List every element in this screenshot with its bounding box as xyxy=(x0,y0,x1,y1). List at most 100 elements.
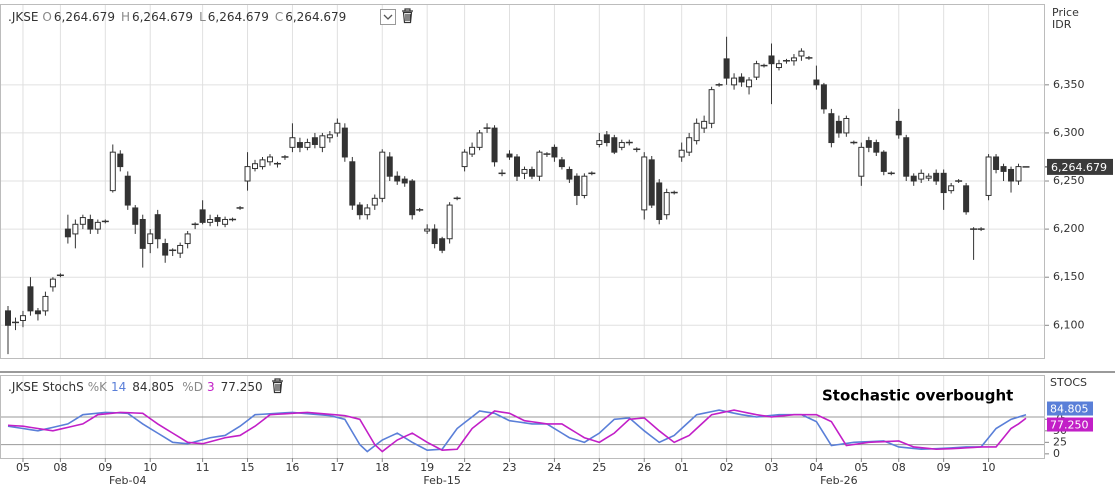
field-value: 6,264.679 xyxy=(54,10,115,24)
candle-body xyxy=(880,151,887,172)
x-tick-label: 08 xyxy=(892,461,906,474)
y-tick-label: 25 xyxy=(1053,435,1067,448)
candle-body xyxy=(828,113,835,144)
candle-body xyxy=(985,156,992,196)
candle-body xyxy=(19,315,26,321)
candle-body xyxy=(139,218,146,249)
candle-body xyxy=(963,185,970,213)
delete-stoch-button[interactable] xyxy=(272,378,283,394)
candle-body xyxy=(476,132,483,148)
value-box xyxy=(1047,417,1093,432)
x-tick-label: 01 xyxy=(675,461,689,474)
x-tick-label: 09 xyxy=(98,461,112,474)
candle-body xyxy=(521,168,528,174)
x-tick-label: 19 xyxy=(420,461,434,474)
x-tick-label: 05 xyxy=(16,461,30,474)
delete-price-button[interactable] xyxy=(402,8,413,24)
y-tick-label: 6,100 xyxy=(1053,318,1085,331)
x-tick-label: 10 xyxy=(143,461,157,474)
month-label: Feb-15 xyxy=(423,474,460,487)
x-tick-label: 11 xyxy=(196,461,210,474)
candle-body xyxy=(775,63,782,69)
candle-body xyxy=(768,55,775,65)
field-key: H xyxy=(121,10,130,24)
candle-body xyxy=(1008,168,1015,182)
value-box-label: 77.250 xyxy=(1050,419,1089,432)
candle-body xyxy=(461,151,468,168)
candle-body xyxy=(356,204,363,216)
x-tick-label: 22 xyxy=(458,461,472,474)
candle-body xyxy=(514,156,520,177)
candle-body xyxy=(656,182,663,220)
candle-body xyxy=(536,151,543,177)
candle-body xyxy=(401,178,408,184)
field-key: O xyxy=(42,10,51,24)
candle-body xyxy=(641,156,648,211)
candle-body xyxy=(72,223,79,235)
candle-body xyxy=(940,172,947,194)
trash-icon xyxy=(402,8,413,24)
candle-body xyxy=(581,175,588,196)
stoch-header: .JKSE StochS %K 14 84.805 %D 3 77.250 xyxy=(8,380,263,394)
candle-body xyxy=(319,135,326,148)
candle-body xyxy=(79,217,86,225)
collapse-button[interactable] xyxy=(380,9,396,25)
candle-body xyxy=(446,204,453,240)
candle-body xyxy=(199,209,206,223)
candle-body xyxy=(918,172,925,180)
candle-body xyxy=(132,207,139,225)
candle-body xyxy=(731,77,738,86)
candle-body xyxy=(252,163,259,170)
y-tick-label: 6,250 xyxy=(1053,174,1085,187)
candle-body xyxy=(326,134,333,139)
candle-body xyxy=(379,151,386,199)
x-tick-label: 17 xyxy=(330,461,344,474)
candle-body xyxy=(723,58,730,79)
d-period: 3 xyxy=(207,380,215,394)
last-price-label: 6,264.679 xyxy=(1051,161,1107,174)
candle-body xyxy=(27,286,34,312)
candle-body xyxy=(910,175,917,182)
y-tick-label: 6,150 xyxy=(1053,270,1085,283)
candle-body xyxy=(858,146,865,177)
candle-body xyxy=(162,243,169,256)
candle-body xyxy=(289,137,296,148)
candle-body xyxy=(431,228,438,245)
candle-body xyxy=(708,89,715,124)
candle-body xyxy=(566,168,573,180)
candle-body xyxy=(663,192,670,216)
symbol: .JKSE xyxy=(8,10,38,24)
series-name: %K xyxy=(88,380,108,394)
candle-body xyxy=(207,218,214,223)
candle-body xyxy=(386,156,393,177)
candle-body xyxy=(349,161,356,206)
y-axis-title: Price xyxy=(1052,6,1079,19)
candle-body xyxy=(611,137,618,153)
candle-body xyxy=(34,310,41,315)
candle-body xyxy=(701,120,708,129)
candle-body xyxy=(371,197,378,206)
x-tick-label: 05 xyxy=(854,461,868,474)
candle-body xyxy=(798,50,805,57)
candle-body xyxy=(506,153,513,158)
x-tick-label: 16 xyxy=(285,461,299,474)
candle-body xyxy=(843,117,850,134)
field-value: 6,264.679 xyxy=(132,10,193,24)
candle-body xyxy=(865,140,872,148)
y-axis-title: IDR xyxy=(1052,18,1072,31)
month-label: Feb-04 xyxy=(109,474,146,487)
candle-body xyxy=(573,175,580,196)
x-tick-label: 10 xyxy=(982,461,996,474)
y-axis-title: STOCS xyxy=(1050,376,1087,389)
candle-body xyxy=(820,84,827,110)
candle-body xyxy=(686,137,693,153)
candle-body xyxy=(596,140,603,145)
field-value: 6,264.679 xyxy=(285,10,346,24)
x-tick-label: 09 xyxy=(937,461,951,474)
annotation: Stochastic overbought xyxy=(822,387,1013,405)
candle-body xyxy=(813,79,820,86)
y-tick-label: 6,350 xyxy=(1053,78,1085,91)
candle-body xyxy=(790,57,797,62)
